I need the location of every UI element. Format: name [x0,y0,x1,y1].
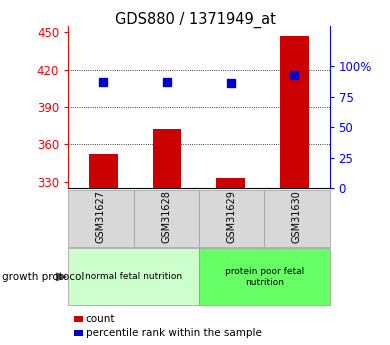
Polygon shape [57,273,66,281]
Bar [216,178,245,188]
Text: GDS880 / 1371949_at: GDS880 / 1371949_at [115,12,275,28]
Text: percentile rank within the sample: percentile rank within the sample [86,328,262,338]
Bar [280,36,309,188]
Text: normal fetal nutrition: normal fetal nutrition [85,272,182,282]
Text: GSM31628: GSM31628 [161,190,171,243]
Bar [89,154,118,188]
Text: GSM31630: GSM31630 [292,190,302,243]
Bar [153,129,181,188]
Text: GSM31629: GSM31629 [227,190,237,243]
Text: count: count [86,314,115,324]
Text: protein poor fetal
nutrition: protein poor fetal nutrition [225,267,304,287]
Text: GSM31627: GSM31627 [96,190,106,243]
Text: growth protocol: growth protocol [2,272,84,282]
